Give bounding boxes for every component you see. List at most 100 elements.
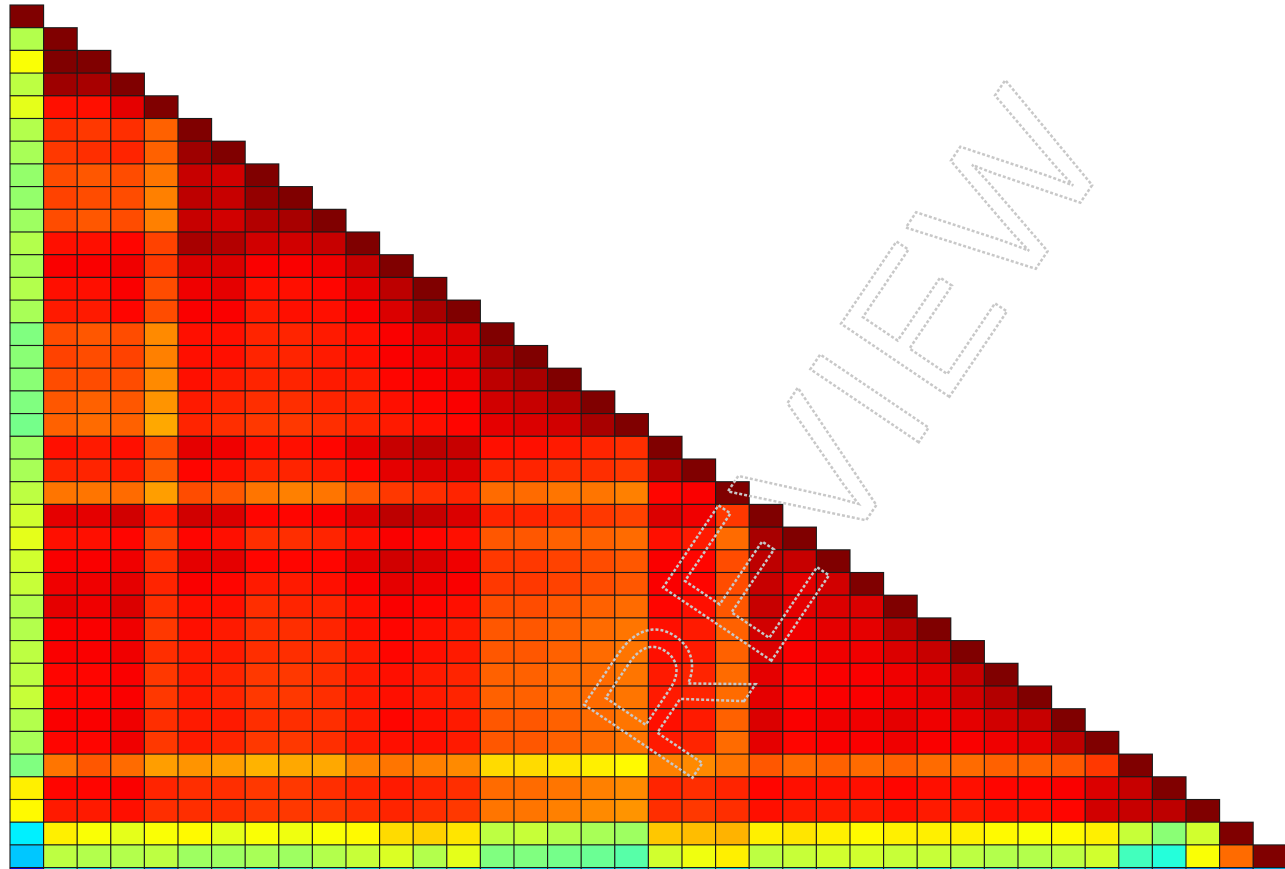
heatmap-cell-r26-c9 (311, 594, 347, 619)
heatmap-cell-r8-c4 (143, 186, 179, 210)
heatmap-cell-r34-c4 (143, 776, 179, 801)
heatmap-cell-r23-c16 (547, 526, 582, 551)
heatmap-cell-r33-c6 (211, 753, 246, 778)
heatmap-cell-r25-c1 (43, 571, 78, 596)
heatmap-cell-r29-c1 (43, 662, 78, 687)
heatmap-cell-r29-c27 (916, 662, 952, 687)
heatmap-cell-r37-c33 (1118, 844, 1153, 869)
heatmap-cell-r17-c12 (412, 390, 448, 415)
heatmap-cell-r22-c6 (211, 503, 246, 528)
heatmap-cell-r27-c27 (916, 617, 952, 642)
heatmap-cell-r11-c2 (76, 254, 112, 278)
heatmap-cell-r18-c8 (278, 413, 313, 437)
heatmap-cell-r26-c0 (9, 594, 45, 619)
heatmap-cell-r31-c7 (244, 708, 280, 732)
heatmap-cell-r37-c29 (983, 844, 1019, 869)
heatmap-cell-r38-c26 (883, 867, 918, 869)
heatmap-cell-r38-c2 (76, 867, 112, 869)
heatmap-cell-r22-c15 (513, 503, 549, 528)
heatmap-cell-r34-c34 (1151, 776, 1187, 801)
heatmap-cell-r38-c8 (278, 867, 313, 869)
heatmap-cell-r26-c16 (547, 594, 582, 619)
heatmap-cell-r27-c0 (9, 617, 45, 642)
heatmap-cell-r30-c3 (110, 685, 145, 710)
heatmap-cell-r32-c7 (244, 730, 280, 755)
heatmap-cell-r21-c11 (379, 481, 414, 505)
heatmap-cell-r12-c6 (211, 276, 246, 301)
heatmap-cell-r38-c16 (547, 867, 582, 869)
heatmap-cell-r35-c25 (849, 798, 885, 823)
heatmap-cell-r19-c6 (211, 435, 246, 460)
heatmap-cell-r29-c29 (983, 662, 1019, 687)
heatmap-cell-r18-c10 (345, 413, 381, 437)
heatmap-cell-r23-c11 (379, 526, 414, 551)
heatmap-cell-r34-c2 (76, 776, 112, 801)
heatmap-cell-r27-c3 (110, 617, 145, 642)
heatmap-cell-r37-c35 (1185, 844, 1221, 869)
heatmap-cell-r31-c12 (412, 708, 448, 732)
heatmap-cell-r26-c5 (177, 594, 213, 619)
heatmap-cell-r0-c0 (9, 4, 45, 29)
heatmap-cell-r2-c1 (43, 49, 78, 74)
heatmap-cell-r26-c12 (412, 594, 448, 619)
heatmap-cell-r36-c8 (278, 821, 313, 846)
heatmap-cell-r21-c15 (513, 481, 549, 505)
heatmap-cell-r36-c34 (1151, 821, 1187, 846)
heatmap-cell-r22-c3 (110, 503, 145, 528)
heatmap-cell-r32-c32 (1084, 730, 1120, 755)
heatmap-cell-r14-c11 (379, 322, 414, 347)
heatmap-cell-r35-c6 (211, 798, 246, 823)
heatmap-cell-r3-c2 (76, 72, 112, 97)
heatmap-cell-r12-c1 (43, 276, 78, 301)
heatmap-cell-r27-c7 (244, 617, 280, 642)
heatmap-cell-r21-c13 (446, 481, 481, 505)
heatmap-cell-r28-c28 (950, 640, 985, 664)
heatmap-cell-r37-c15 (513, 844, 549, 869)
heatmap-cell-r38-c21 (715, 867, 750, 869)
heatmap-cell-r19-c2 (76, 435, 112, 460)
heatmap-cell-r20-c17 (580, 458, 616, 483)
heatmap-cell-r34-c7 (244, 776, 280, 801)
heatmap-cell-r31-c26 (883, 708, 918, 732)
heatmap-cell-r10-c3 (110, 231, 145, 256)
heatmap-cell-r36-c14 (479, 821, 515, 846)
heatmap-cell-r36-c10 (345, 821, 381, 846)
heatmap-cell-r11-c8 (278, 254, 313, 278)
heatmap-cell-r36-c26 (883, 821, 918, 846)
heatmap-cell-r32-c4 (143, 730, 179, 755)
heatmap-cell-r13-c13 (446, 299, 481, 324)
heatmap-cell-r38-c20 (681, 867, 717, 869)
heatmap-cell-r22-c12 (412, 503, 448, 528)
heatmap-cell-r36-c11 (379, 821, 414, 846)
heatmap-cell-r31-c13 (446, 708, 481, 732)
heatmap-cell-r30-c8 (278, 685, 313, 710)
heatmap-cell-r23-c14 (479, 526, 515, 551)
heatmap-cell-r23-c3 (110, 526, 145, 551)
heatmap-cell-r37-c11 (379, 844, 414, 869)
heatmap-cell-r16-c8 (278, 367, 313, 392)
heatmap-cell-r23-c2 (76, 526, 112, 551)
heatmap-cell-r15-c12 (412, 344, 448, 369)
heatmap-cell-r22-c16 (547, 503, 582, 528)
heatmap-cell-r20-c7 (244, 458, 280, 483)
heatmap-cell-r12-c7 (244, 276, 280, 301)
heatmap-cell-r17-c0 (9, 390, 45, 415)
heatmap-cell-r26-c11 (379, 594, 414, 619)
heatmap-cell-r21-c12 (412, 481, 448, 505)
heatmap-cell-r23-c9 (311, 526, 347, 551)
heatmap-cell-r34-c33 (1118, 776, 1153, 801)
heatmap-cell-r36-c9 (311, 821, 347, 846)
heatmap-cell-r35-c0 (9, 798, 45, 823)
heatmap-cell-r38-c5 (177, 867, 213, 869)
heatmap-cell-r3-c3 (110, 72, 145, 97)
heatmap-cell-r34-c31 (1051, 776, 1086, 801)
heatmap-cell-r22-c14 (479, 503, 515, 528)
heatmap-cell-r28-c27 (916, 640, 952, 664)
heatmap-cell-r38-c25 (849, 867, 885, 869)
heatmap-cell-r31-c8 (278, 708, 313, 732)
heatmap-cell-r15-c11 (379, 344, 414, 369)
heatmap-cell-r33-c5 (177, 753, 213, 778)
heatmap-cell-r18-c1 (43, 413, 78, 437)
heatmap-cell-r25-c0 (9, 571, 45, 596)
heatmap-cell-r33-c29 (983, 753, 1019, 778)
